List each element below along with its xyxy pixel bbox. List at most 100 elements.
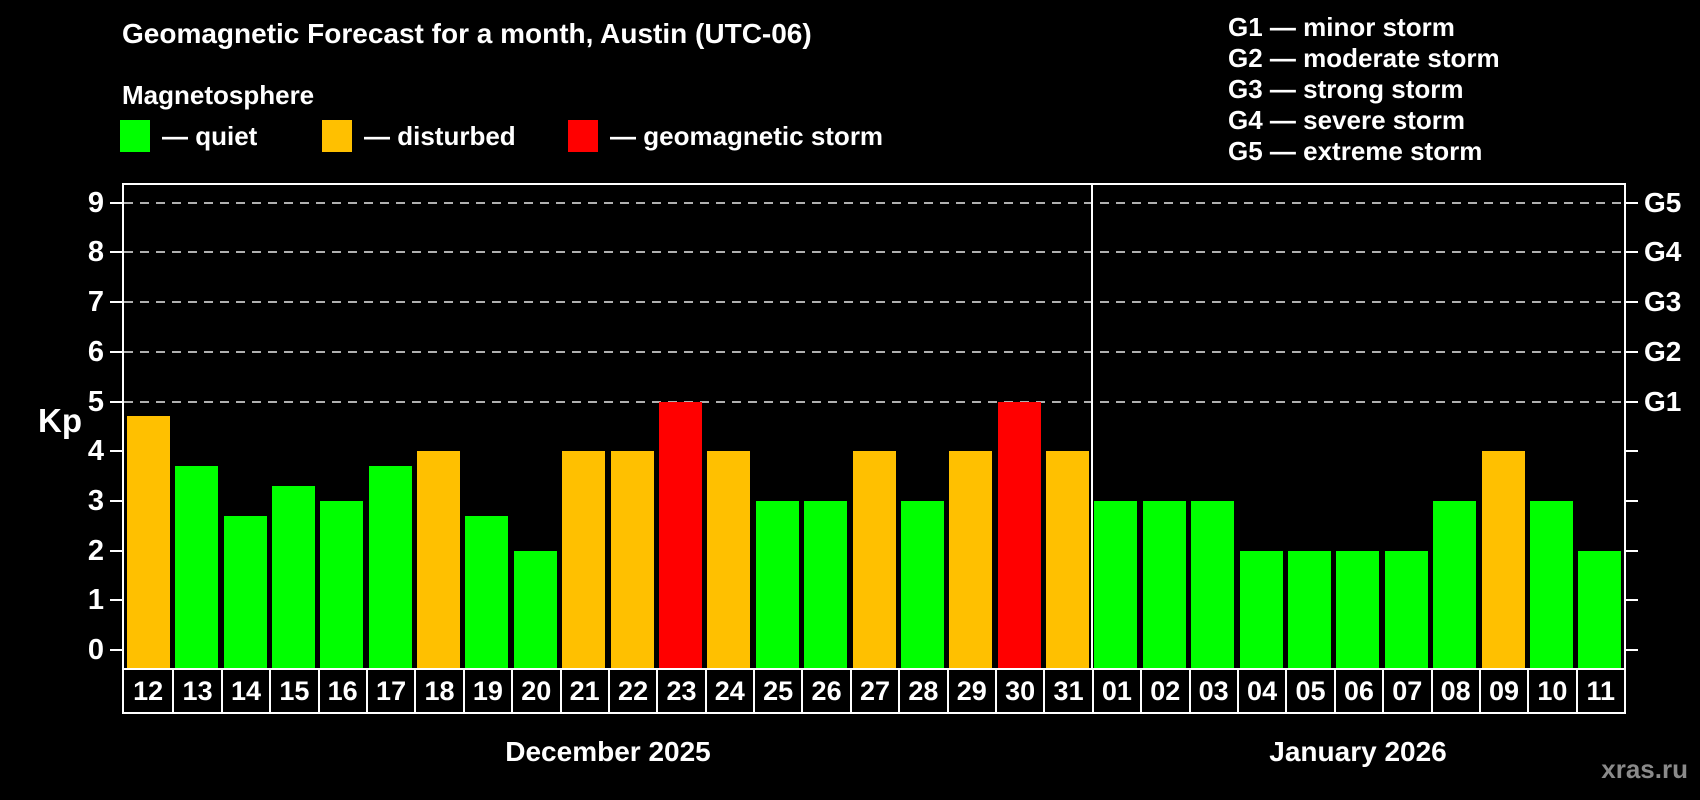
day-label: 16 — [317, 670, 366, 712]
y-tick-label: 7 — [87, 286, 104, 319]
y-axis-title: Kp — [38, 402, 82, 439]
kp-bar-15 — [271, 486, 315, 668]
kp-gridline — [124, 201, 1624, 204]
g-legend-line: G5 — extreme storm — [1228, 136, 1483, 166]
day-axis-row: 12 13 14 15 16 17 18 19 20 21 22 23 24 25 26 27 28 29 30 31… — [122, 668, 1626, 714]
month-divider-line — [1090, 183, 1093, 668]
day-label: 27 — [849, 670, 899, 712]
month-label-january: January 2026 — [1269, 736, 1447, 767]
left-axis-tick — [110, 350, 122, 353]
y-tick-label: 5 — [87, 385, 104, 418]
y-tick-label: 1 — [87, 584, 104, 617]
g-scale-label: G1 — [1644, 385, 1682, 417]
g-legend-line: G1 — minor storm — [1228, 12, 1455, 42]
day-label: 21 — [559, 670, 608, 712]
day-label: 17 — [365, 670, 415, 712]
day-label: 07 — [1382, 670, 1431, 712]
plot-area — [122, 183, 1626, 668]
day-label: 09 — [1478, 670, 1528, 712]
right-axis-tick — [1626, 450, 1638, 453]
left-axis-tick — [110, 649, 122, 651]
kp-bar-26 — [804, 500, 848, 668]
day-label: 04 — [1236, 670, 1286, 712]
day-label: 06 — [1333, 670, 1383, 712]
day-label: 01 — [1091, 670, 1141, 712]
kp-bar-14 — [223, 515, 267, 668]
day-label: 25 — [753, 670, 802, 712]
kp-bar-13 — [175, 466, 219, 668]
kp-gridline — [124, 350, 1624, 353]
day-label: 24 — [704, 670, 753, 712]
left-axis-tick — [110, 499, 122, 502]
day-label: 13 — [172, 670, 221, 712]
day-label: 18 — [414, 670, 463, 712]
y-tick-label: 2 — [87, 534, 104, 567]
kp-bar-08 — [1433, 500, 1477, 668]
kp-bar-29 — [949, 451, 993, 668]
day-label: 10 — [1527, 670, 1576, 712]
day-label: 12 — [124, 670, 173, 712]
y-tick-label: 9 — [87, 186, 104, 219]
kp-bar-02 — [1142, 500, 1186, 668]
y-tick-label: 8 — [87, 236, 104, 269]
kp-gridline — [124, 301, 1624, 304]
disturbed-color-swatch — [322, 120, 352, 152]
g-scale-label: G2 — [1644, 335, 1682, 367]
kp-bar-21 — [562, 451, 606, 668]
right-axis-tick — [1626, 499, 1638, 502]
kp-bar-30 — [997, 401, 1041, 668]
g-legend-line: G2 — moderate storm — [1228, 43, 1500, 73]
day-label: 03 — [1188, 670, 1237, 712]
day-label: 29 — [946, 670, 995, 712]
g-scale-label: G5 — [1644, 186, 1682, 218]
day-label: 20 — [511, 670, 560, 712]
kp-bar-20 — [513, 550, 557, 668]
day-label: 08 — [1430, 670, 1479, 712]
kp-bar-01 — [1094, 500, 1138, 668]
kp-bar-11 — [1578, 550, 1622, 668]
right-axis-tick — [1626, 251, 1638, 254]
kp-bar-12 — [126, 416, 170, 668]
kp-bar-09 — [1481, 451, 1525, 668]
storm-color-swatch — [568, 120, 598, 152]
kp-bar-23 — [659, 401, 702, 668]
y-tick-label: 3 — [87, 484, 104, 517]
g-scale-label: G4 — [1644, 236, 1682, 268]
month-label-december: December 2025 — [505, 736, 711, 767]
day-label: 02 — [1140, 670, 1189, 712]
day-label: 19 — [462, 670, 512, 712]
kp-bar-17 — [368, 466, 412, 668]
kp-bar-05 — [1288, 550, 1331, 668]
day-label: 31 — [1043, 670, 1092, 712]
left-axis-tick — [110, 251, 122, 254]
left-axis-tick — [110, 549, 122, 552]
right-axis-tick — [1626, 400, 1638, 403]
kp-gridline — [124, 251, 1624, 254]
quiet-color-swatch — [120, 120, 150, 152]
day-label: 22 — [607, 670, 657, 712]
g-legend-line: G3 — strong storm — [1228, 74, 1464, 104]
y-tick-label: 4 — [87, 435, 104, 468]
right-axis-tick — [1626, 350, 1638, 353]
day-label: 15 — [269, 670, 318, 712]
kp-bar-18 — [417, 451, 460, 668]
day-label: 30 — [995, 670, 1044, 712]
day-label: 23 — [656, 670, 705, 712]
kp-bar-27 — [852, 451, 896, 668]
right-axis-tick — [1626, 649, 1638, 651]
legend-label-disturbed: — disturbed — [364, 121, 516, 151]
g-scale-label: G3 — [1644, 286, 1682, 318]
y-tick-label: 0 — [87, 634, 104, 666]
kp-gridline — [124, 400, 1624, 403]
kp-bar-07 — [1384, 550, 1428, 668]
page-title: Geomagnetic Forecast for a month, Austin… — [122, 18, 812, 49]
day-label: 14 — [220, 670, 270, 712]
day-label: 28 — [898, 670, 947, 712]
g-legend-line: G4 — severe storm — [1228, 105, 1466, 135]
y-tick-label: 6 — [87, 335, 104, 368]
kp-bar-31 — [1046, 451, 1089, 668]
kp-bar-25 — [755, 500, 799, 668]
kp-bar-04 — [1239, 550, 1283, 668]
kp-bar-19 — [465, 515, 509, 668]
chart-subtitle: Magnetosphere — [122, 80, 315, 110]
